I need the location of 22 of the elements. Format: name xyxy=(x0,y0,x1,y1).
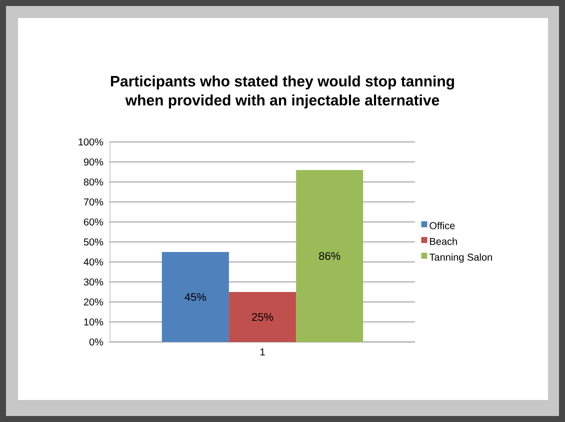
y-tick-label: 100% xyxy=(78,138,104,146)
legend-label: Beach xyxy=(430,238,457,245)
data-label: 25% xyxy=(252,313,274,321)
bar xyxy=(162,252,229,342)
y-tick-label: 0% xyxy=(89,338,104,346)
y-tick-label: 50% xyxy=(84,238,104,246)
y-tick-label: 20% xyxy=(84,298,104,306)
y-tick-label: 70% xyxy=(84,198,104,206)
y-tick-label: 30% xyxy=(84,278,104,286)
bar xyxy=(296,170,364,342)
data-label: 45% xyxy=(184,293,206,301)
y-tick-label: 90% xyxy=(84,158,104,166)
y-tick-label: 80% xyxy=(84,178,104,186)
chart-title: Participants who stated they would stop tanning when provided with an injectable alternative xyxy=(111,76,454,108)
x-tick-label: 1 xyxy=(260,348,265,356)
legend-label: Office xyxy=(430,222,455,230)
y-tick-label: 10% xyxy=(84,318,104,326)
y-tick-label: 60% xyxy=(84,218,104,226)
y-tick-label: 40% xyxy=(84,258,104,266)
data-label: 86% xyxy=(319,252,340,260)
legend-label: Tanning Salon xyxy=(429,253,492,263)
bar xyxy=(228,292,296,342)
